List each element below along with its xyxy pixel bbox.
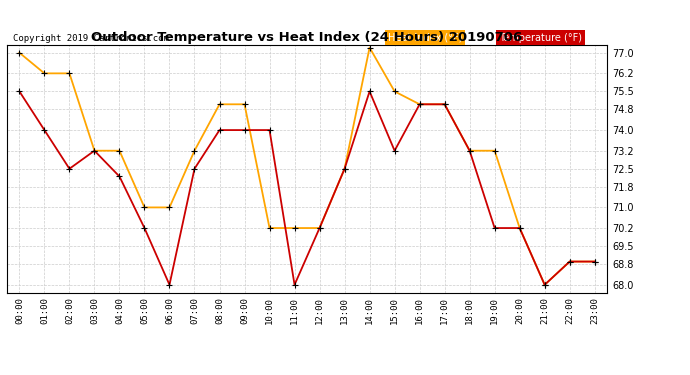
Text: Heat Index (°F): Heat Index (°F): [388, 33, 462, 42]
Text: Copyright 2019 Cartronics.com: Copyright 2019 Cartronics.com: [13, 33, 169, 42]
Title: Outdoor Temperature vs Heat Index (24 Hours) 20190706: Outdoor Temperature vs Heat Index (24 Ho…: [91, 31, 523, 44]
Text: Temperature (°F): Temperature (°F): [499, 33, 582, 42]
